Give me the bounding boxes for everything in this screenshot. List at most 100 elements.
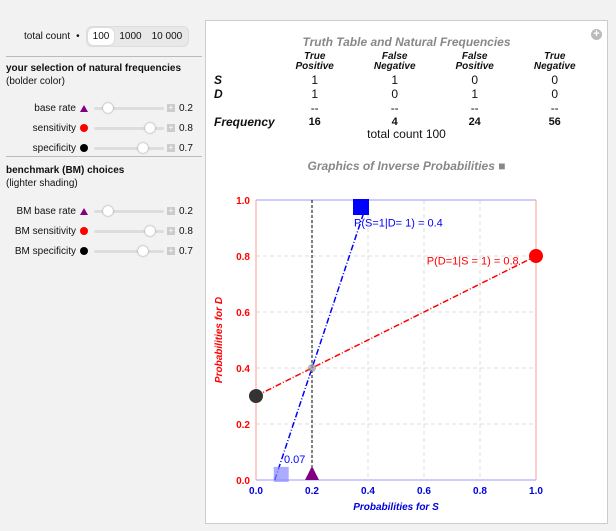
table-row: D 1 0 1 0 bbox=[214, 87, 595, 101]
total-count-selector[interactable]: 100 1000 10 000 bbox=[85, 26, 190, 47]
table-cell: 1 bbox=[391, 73, 399, 87]
slider-label: base rate bbox=[34, 102, 76, 114]
plus-icon[interactable]: + bbox=[167, 206, 175, 215]
dot-icon bbox=[80, 247, 88, 255]
slider-value: 0.7 bbox=[179, 142, 193, 154]
table-cell: 0 bbox=[551, 73, 559, 87]
plus-icon[interactable]: + bbox=[167, 123, 175, 132]
table-cell: -- bbox=[470, 101, 479, 115]
slider-row: BM base rate +0.2 bbox=[0, 204, 205, 218]
table-cell: 1 bbox=[311, 73, 319, 87]
bullet: • bbox=[76, 31, 80, 42]
annotation-label: 0.07 bbox=[284, 454, 305, 466]
col-header: True Positive bbox=[295, 51, 334, 72]
y-tick-label: 1.0 bbox=[236, 196, 250, 207]
chart: 0.00.0 0.2 0.2 0.4 0.4 0.6 0.6 0.8 0.8 1.0 1.0 P(S=… bbox=[214, 196, 543, 513]
slider-label: BM specificity bbox=[14, 245, 76, 257]
bm-heading: benchmark (BM) choices (lighter shading) bbox=[6, 165, 125, 189]
option-100[interactable]: 100 bbox=[87, 28, 115, 45]
x-tick-label: 0.4 bbox=[361, 486, 375, 497]
series-line bbox=[274, 199, 369, 481]
slider[interactable] bbox=[94, 142, 164, 153]
row-label: D bbox=[214, 87, 223, 101]
circle-marker bbox=[308, 364, 316, 372]
x-tick-label: 1.0 bbox=[529, 486, 543, 497]
slider[interactable] bbox=[94, 102, 164, 113]
divider bbox=[6, 56, 202, 57]
circle-marker bbox=[249, 389, 263, 403]
selection-heading: your selection of natural frequencies (bo… bbox=[6, 63, 182, 87]
divider bbox=[6, 156, 202, 157]
table-cell: 1 bbox=[471, 87, 479, 101]
truth-table: True Positive False Negative False Positive Tr… bbox=[214, 51, 595, 130]
slider[interactable] bbox=[94, 205, 164, 216]
slider[interactable] bbox=[94, 122, 164, 133]
slider-thumb[interactable] bbox=[138, 245, 148, 256]
option-1000[interactable]: 1000 bbox=[119, 31, 142, 42]
table-cell: -- bbox=[550, 101, 559, 115]
table-row: -- -- -- -- bbox=[214, 101, 595, 115]
slider-value: 0.8 bbox=[179, 122, 193, 134]
x-tick-label: 0.0 bbox=[249, 486, 263, 497]
plus-icon[interactable]: + bbox=[167, 143, 175, 152]
total-count-text: total count 100 bbox=[367, 127, 446, 141]
slider-row: specificity +0.7 bbox=[0, 141, 205, 155]
square-marker bbox=[353, 199, 369, 215]
plus-icon[interactable]: + bbox=[167, 246, 175, 255]
y-tick-label: 0.8 bbox=[236, 252, 250, 263]
table-cell: 24 bbox=[468, 116, 481, 128]
circle-marker bbox=[529, 249, 543, 263]
y-tick-label: 0.4 bbox=[236, 364, 250, 375]
col-header: False Negative bbox=[373, 51, 416, 72]
slider-thumb[interactable] bbox=[103, 205, 113, 216]
y-axis-label: Probabilities for D bbox=[214, 297, 225, 383]
y-tick-label: 0.2 bbox=[236, 420, 250, 431]
col-header: False Positive bbox=[455, 51, 494, 72]
slider-row: base rate +0.2 bbox=[0, 101, 205, 115]
table-cell: -- bbox=[310, 101, 319, 115]
x-tick-label: 0.6 bbox=[417, 486, 431, 497]
triangle-icon bbox=[80, 104, 88, 112]
dot-icon bbox=[80, 124, 88, 132]
plus-icon[interactable]: + bbox=[167, 226, 175, 235]
slider-value: 0.2 bbox=[179, 102, 193, 114]
y-tick-label: 0.0 bbox=[236, 476, 250, 487]
slider[interactable] bbox=[94, 245, 164, 256]
plus-icon[interactable]: + bbox=[591, 29, 602, 40]
table-cell: 56 bbox=[548, 116, 561, 128]
square-marker bbox=[273, 466, 289, 482]
table-cell: 16 bbox=[308, 116, 321, 128]
table-title: Truth Table and Natural Frequencies bbox=[302, 35, 511, 49]
total-count-label: total count bbox=[24, 31, 71, 42]
slider-thumb[interactable] bbox=[138, 142, 148, 153]
slider-label: BM sensitivity bbox=[14, 225, 76, 237]
plus-icon[interactable]: + bbox=[167, 103, 175, 112]
slider-label: sensitivity bbox=[32, 122, 76, 134]
table-cell: 1 bbox=[311, 87, 319, 101]
slider-thumb[interactable] bbox=[103, 102, 113, 113]
output-panel: + Truth Table and Natural Frequencies Tr… bbox=[205, 20, 608, 524]
option-10000[interactable]: 10 000 bbox=[151, 31, 183, 42]
table-row: S 1 1 0 0 bbox=[214, 73, 595, 87]
table-cell: 0 bbox=[471, 73, 479, 87]
row-label bbox=[214, 101, 275, 115]
col-header: True Negative bbox=[533, 51, 576, 72]
dot-icon bbox=[80, 144, 88, 152]
row-label: S bbox=[214, 73, 223, 87]
total-count-control: total count • 100 1000 10 000 bbox=[24, 26, 190, 47]
series-line bbox=[255, 255, 537, 397]
x-tick-label: 0.2 bbox=[305, 486, 319, 497]
slider-thumb[interactable] bbox=[145, 122, 155, 133]
triangle-marker bbox=[305, 466, 319, 480]
table-cell: -- bbox=[390, 101, 399, 115]
slider[interactable] bbox=[94, 225, 164, 236]
slider-row: BM sensitivity +0.8 bbox=[0, 224, 205, 238]
slider-value: 0.7 bbox=[179, 245, 193, 257]
y-tick-label: 0.6 bbox=[236, 308, 250, 319]
slider-row: sensitivity +0.8 bbox=[0, 121, 205, 135]
slider-label: BM base rate bbox=[16, 205, 76, 217]
x-tick-label: 0.8 bbox=[473, 486, 487, 497]
slider-thumb[interactable] bbox=[145, 225, 155, 236]
blue-line-label: P(S=1|D= 1) = 0.4 bbox=[354, 218, 443, 230]
table-row: Frequency 16 4 24 56 bbox=[214, 115, 595, 129]
